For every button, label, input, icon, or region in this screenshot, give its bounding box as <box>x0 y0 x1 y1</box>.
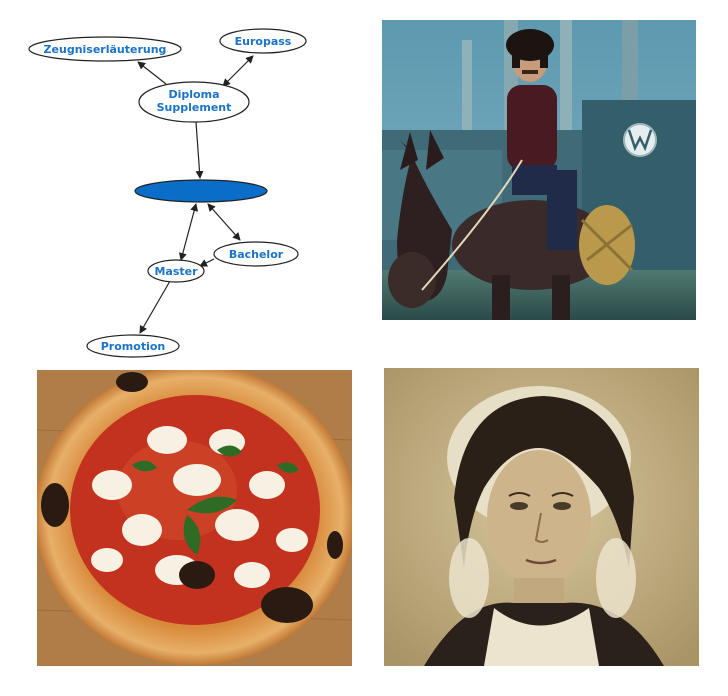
edge-diploma-zeugnis <box>137 61 167 85</box>
edge-master-promotion <box>139 280 171 334</box>
edge-diploma-center <box>195 121 204 179</box>
edge-center-bachelor <box>207 203 241 241</box>
node-diploma-line2: Supplement <box>157 101 232 114</box>
edge-diploma-europass <box>222 55 254 87</box>
pizza-photo <box>37 370 352 666</box>
node-europass-label: Europass <box>235 35 292 48</box>
node-diploma-supplement: Diploma Supplement <box>138 81 250 123</box>
node-master: Master <box>147 259 205 283</box>
node-bachelor-label: Bachelor <box>229 248 284 261</box>
portrait-photo <box>384 368 699 666</box>
node-europass: Europass <box>219 28 307 54</box>
rider-illustration <box>382 20 696 320</box>
qualification-diagram: Zeugniserläuterung Europass Diploma Supp… <box>28 28 307 358</box>
node-promotion: Promotion <box>86 334 180 358</box>
edge-bachelor-master <box>199 258 215 267</box>
node-bachelor: Bachelor <box>213 241 299 267</box>
edge-center-master <box>178 203 199 261</box>
node-promotion-label: Promotion <box>101 340 165 353</box>
woman-portrait <box>424 386 664 666</box>
node-zeugnis-label: Zeugniserläuterung <box>44 43 167 56</box>
node-center <box>134 179 268 203</box>
portrait-illustration <box>384 368 699 666</box>
pizza <box>37 370 352 665</box>
node-master-label: Master <box>154 265 198 278</box>
vw-logo <box>623 123 657 157</box>
node-diploma-line1: Diploma <box>169 88 220 101</box>
rider <box>421 29 577 291</box>
pizza-illustration <box>37 370 352 666</box>
node-zeugniserlaeuterung: Zeugniserläuterung <box>28 36 182 62</box>
diagram-panel: Zeugniserläuterung Europass Diploma Supp… <box>18 18 348 363</box>
rider-photo <box>382 20 696 320</box>
